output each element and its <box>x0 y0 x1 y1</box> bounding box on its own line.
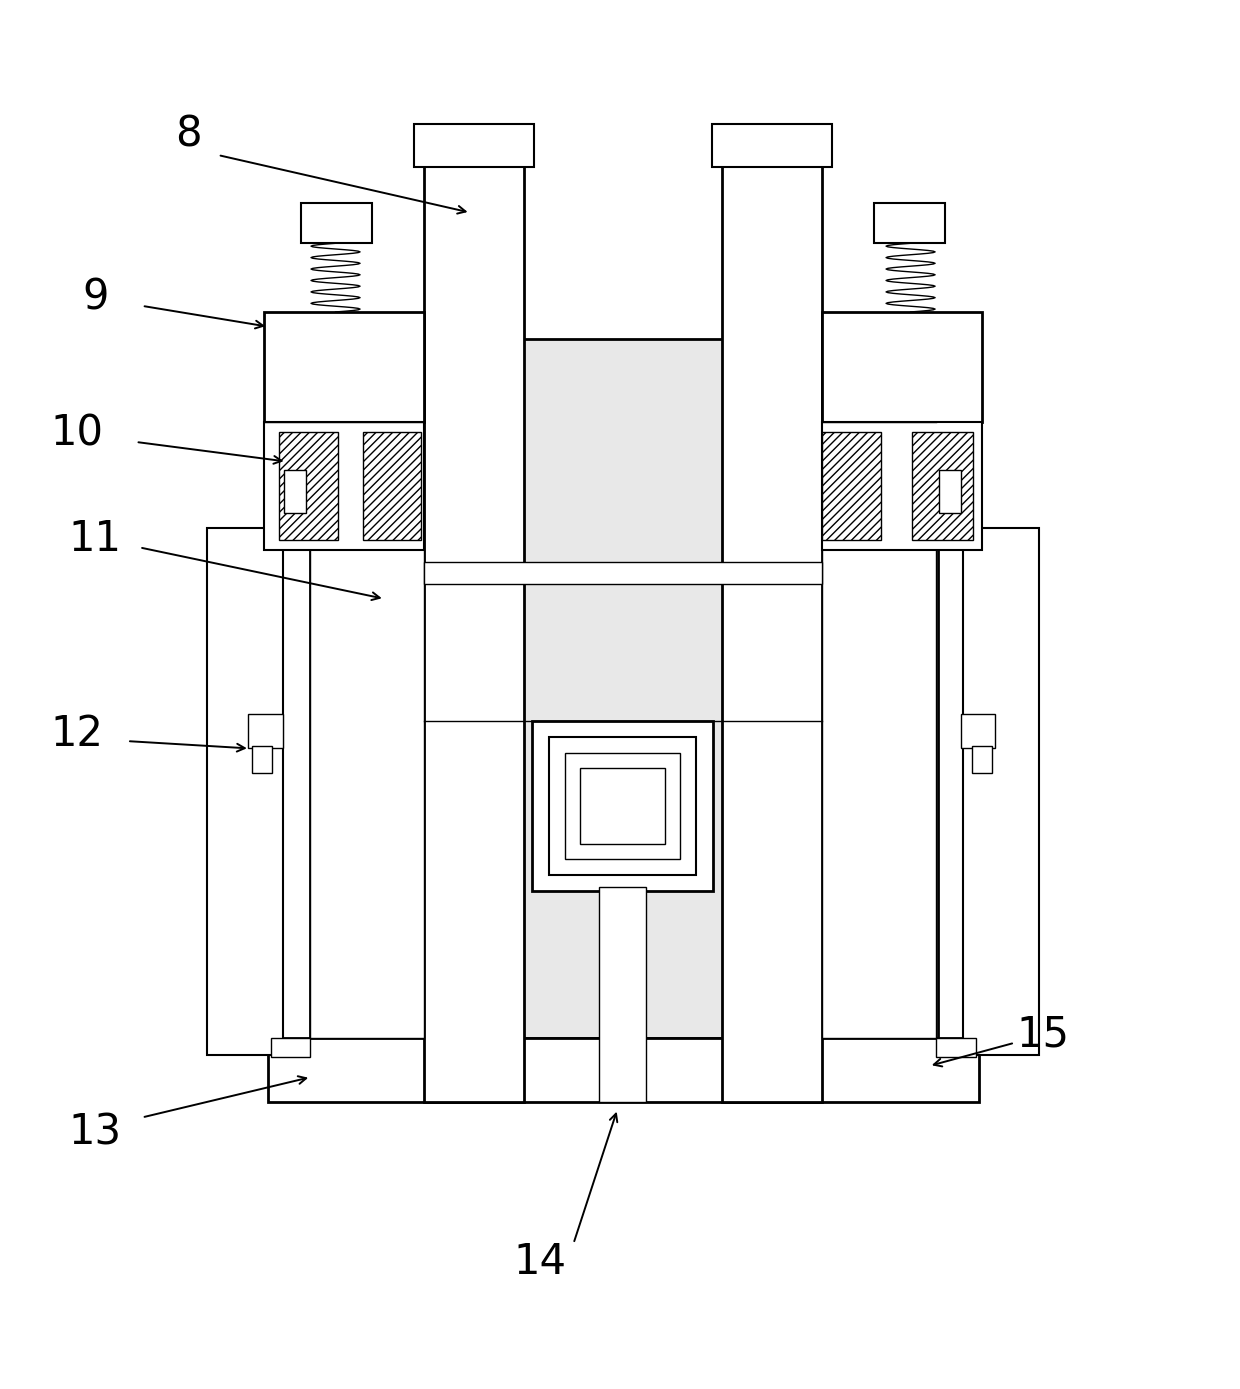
Text: 11: 11 <box>68 518 122 560</box>
Bar <box>911 432 973 540</box>
Bar <box>264 313 424 422</box>
Text: 9: 9 <box>82 276 108 318</box>
Bar <box>207 528 283 1056</box>
Bar <box>712 125 832 167</box>
Bar <box>264 422 424 550</box>
Bar <box>822 313 982 422</box>
Text: 10: 10 <box>51 413 103 454</box>
Bar <box>424 151 525 1101</box>
Bar <box>414 125 534 167</box>
Bar <box>549 738 696 875</box>
Bar <box>939 469 961 513</box>
Text: 12: 12 <box>51 713 103 754</box>
Bar <box>599 888 646 1101</box>
Bar <box>310 339 937 1038</box>
Bar <box>722 151 822 1101</box>
Text: 15: 15 <box>1017 1013 1070 1056</box>
Bar <box>874 203 945 243</box>
Bar <box>936 1038 976 1057</box>
Bar <box>270 1038 310 1057</box>
Bar <box>424 563 822 585</box>
Bar <box>822 432 882 540</box>
Bar <box>579 768 666 845</box>
Bar <box>822 422 982 550</box>
Bar <box>362 432 422 540</box>
Bar <box>532 721 713 890</box>
Bar <box>284 469 306 513</box>
Bar <box>310 342 424 1038</box>
Bar <box>961 714 996 749</box>
Bar <box>963 528 1039 1056</box>
Bar <box>279 432 339 540</box>
Bar <box>565 753 680 858</box>
Bar <box>248 714 283 749</box>
Bar <box>252 746 272 772</box>
Bar <box>301 203 372 243</box>
Text: 13: 13 <box>68 1111 122 1153</box>
Text: 14: 14 <box>513 1242 567 1283</box>
Bar <box>822 342 936 1038</box>
Bar <box>972 746 992 772</box>
Bar <box>268 1038 980 1101</box>
Text: 8: 8 <box>175 113 202 156</box>
